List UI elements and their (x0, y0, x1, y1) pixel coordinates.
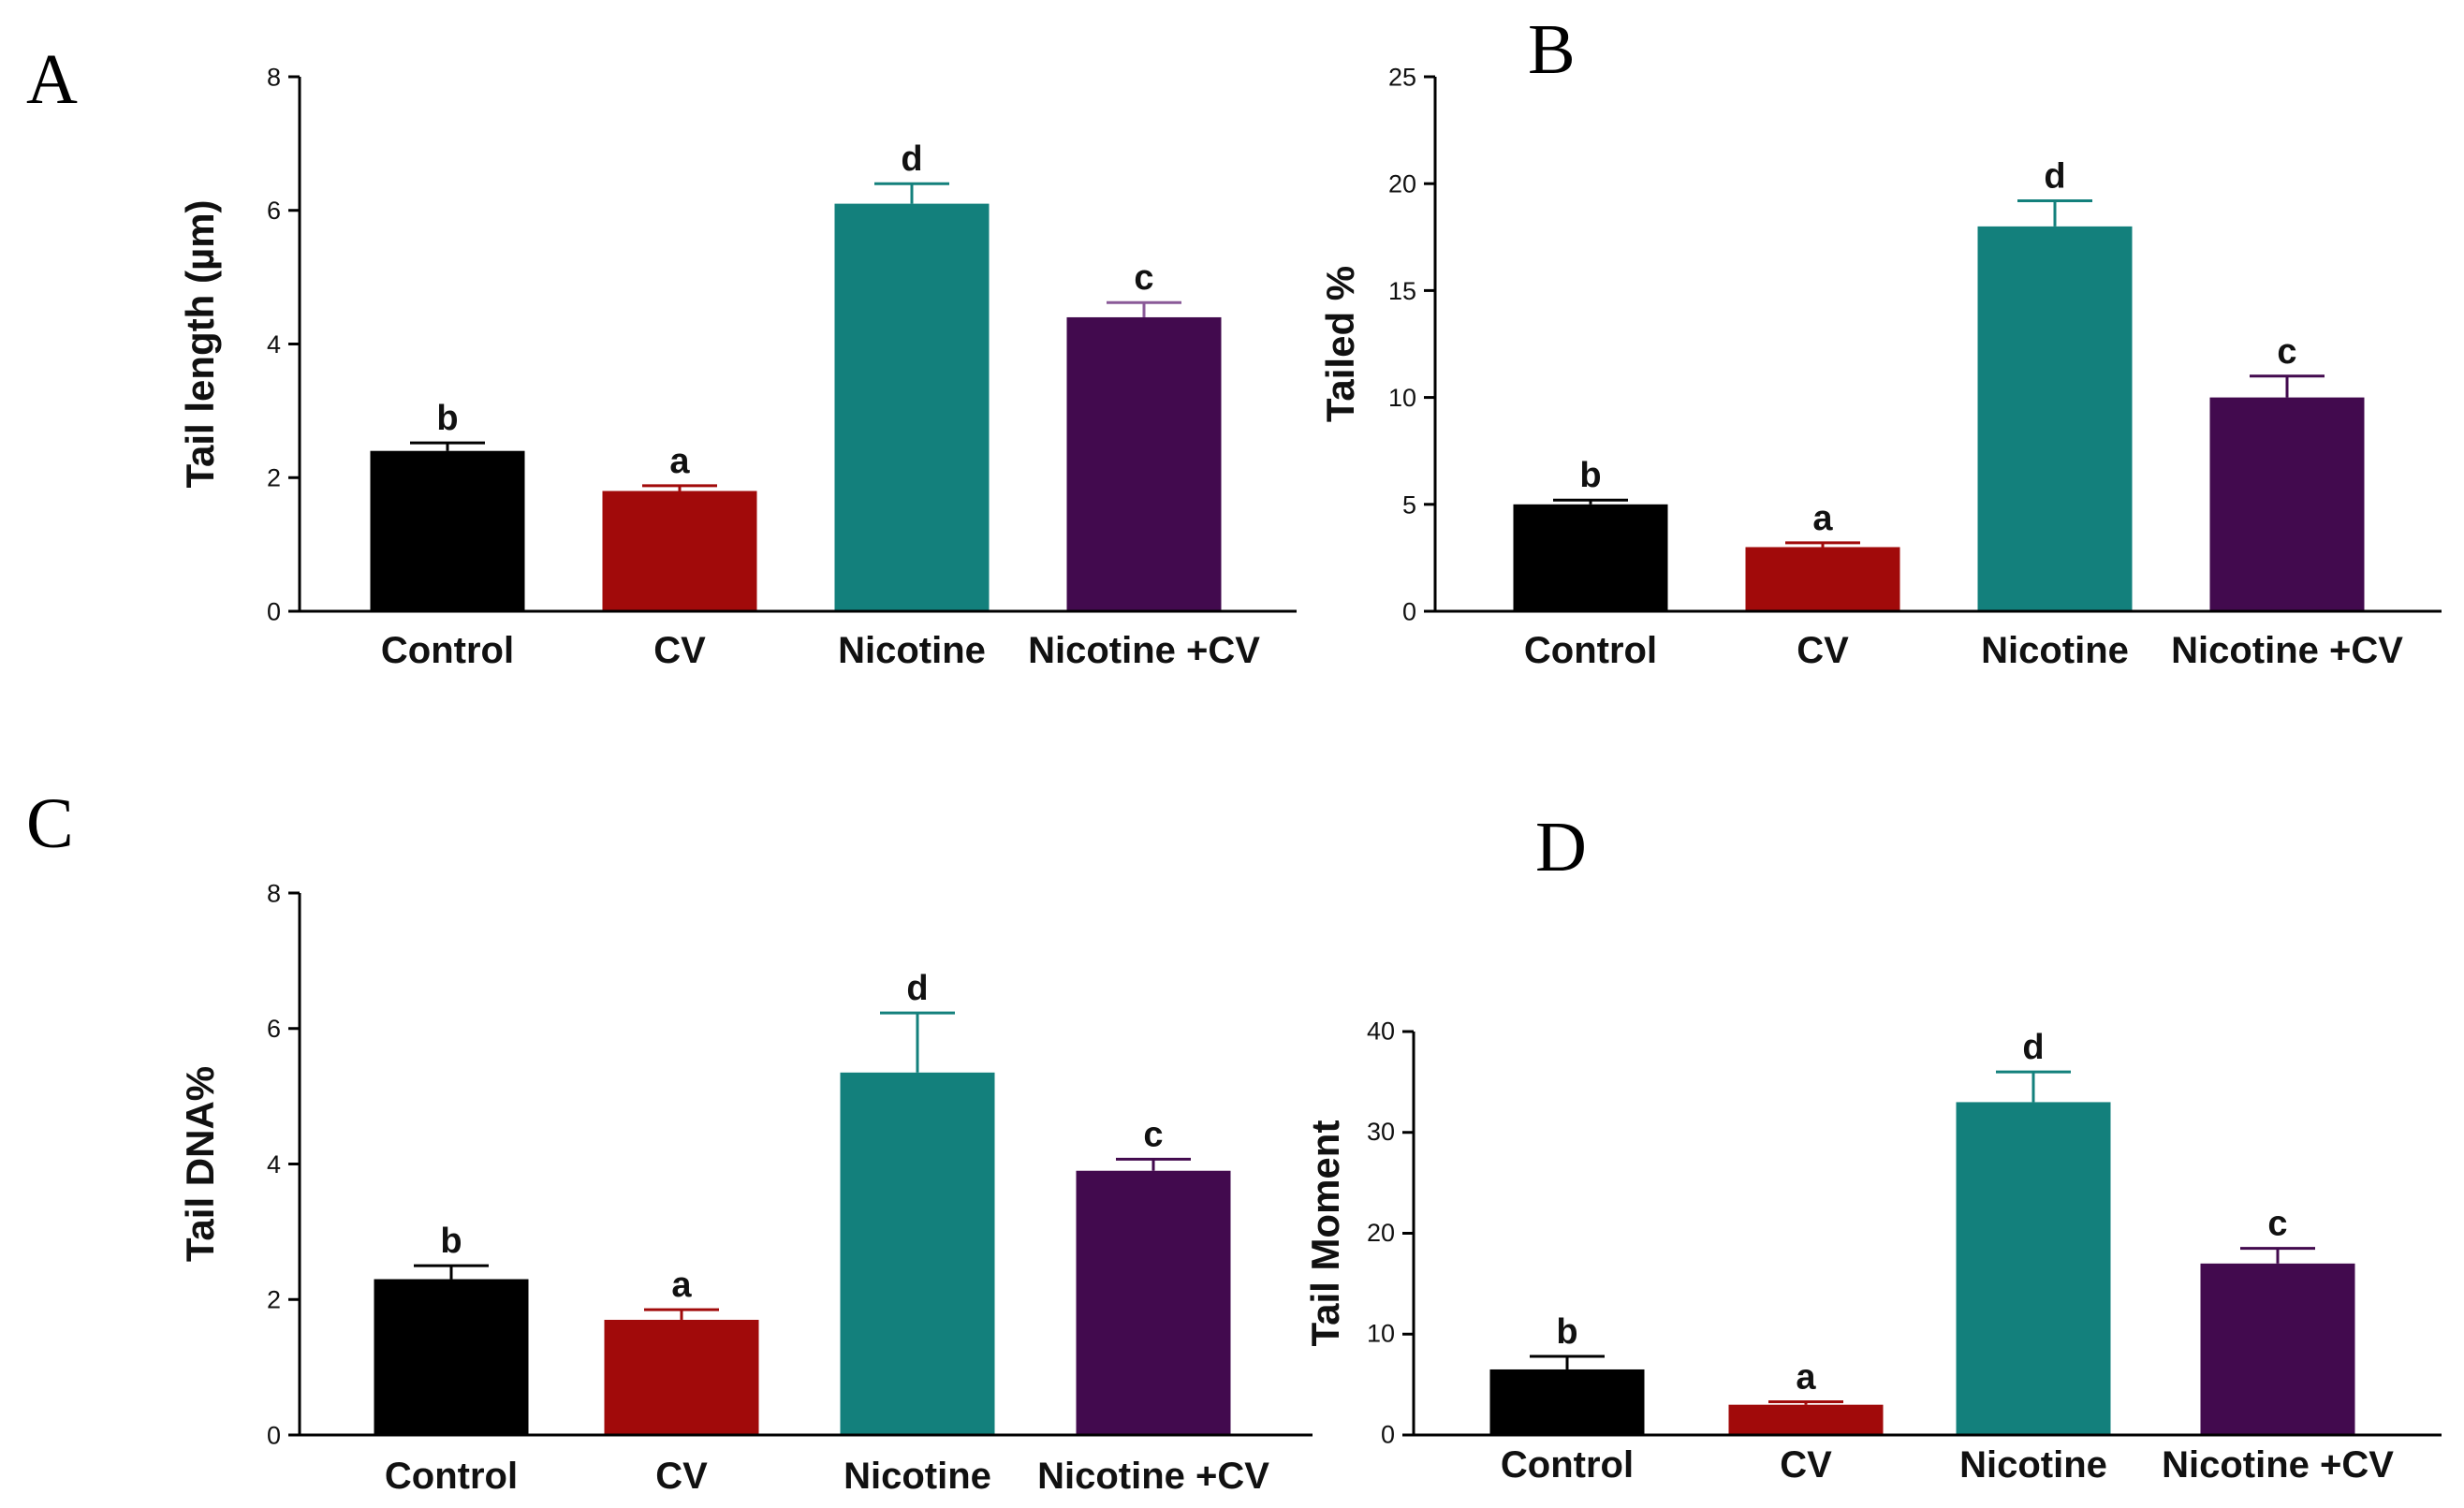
significance-label: a (1812, 499, 1833, 538)
error-bar (880, 1011, 955, 1073)
y-tick-label: 10 (1367, 1320, 1395, 1348)
y-tick-label: 30 (1367, 1118, 1395, 1146)
category-label: Control (1501, 1444, 1634, 1486)
error-bar (414, 1264, 489, 1280)
error-bar (1553, 498, 1628, 505)
panel-letter: D (1535, 808, 1587, 886)
error-bar (1107, 300, 1181, 317)
category-label: Nicotine +CV (1037, 1456, 1269, 1497)
y-tick-label: 40 (1367, 1017, 1395, 1045)
bar (1956, 1102, 2111, 1435)
chart-panel-c: Cb Control a CV d Nicotine c Nicotine +CV 0 2 4 6 8 T… (26, 784, 1313, 1497)
y-axis-title: Tail Moment (1303, 1120, 1347, 1347)
error-bar (644, 1308, 719, 1320)
significance-label: d (2044, 156, 2065, 196)
panel-letter: B (1528, 10, 1576, 89)
category-label: Nicotine (843, 1456, 991, 1497)
y-tick-label: 5 (1402, 490, 1416, 519)
chart-panel-a: Ab Control a CV d Nicotine c Nicotine +CV 0 2 4 6 8 T… (26, 40, 1297, 671)
y-axis-title: Tail DNA% (178, 1066, 222, 1262)
error-bar (2240, 1247, 2315, 1264)
error-bar (2017, 198, 2092, 227)
y-tick-label: 0 (1402, 597, 1416, 625)
error-bar (410, 441, 485, 451)
error-bar (1530, 1354, 1605, 1369)
category-label: CV (653, 630, 706, 671)
bar (2209, 397, 2365, 611)
category-label: Nicotine (838, 630, 986, 671)
y-tick-label: 8 (267, 63, 281, 91)
error-bar (1768, 1399, 1843, 1405)
significance-label: a (671, 1266, 692, 1305)
significance-label: a (669, 442, 690, 481)
y-tick-label: 2 (267, 464, 281, 492)
bar (1745, 547, 1900, 611)
bar (840, 1072, 995, 1435)
y-tick-label: 4 (267, 330, 281, 359)
y-tick-label: 10 (1388, 384, 1416, 412)
chart-panel-b: Bb Control a CV d Nicotine c Nicotine +CV 0 5 10 15… (1318, 10, 2442, 671)
significance-label: c (1134, 258, 1153, 298)
bar (1513, 504, 1668, 611)
panel-letter: C (26, 784, 74, 863)
y-tick-label: 15 (1388, 277, 1416, 305)
significance-label: a (1796, 1357, 1816, 1397)
significance-label: d (2022, 1028, 2044, 1067)
significance-label: c (2277, 332, 2296, 372)
y-tick-label: 6 (267, 197, 281, 225)
y-tick-label: 20 (1388, 170, 1416, 198)
bar (1066, 316, 1222, 611)
error-bar (1996, 1070, 2071, 1103)
bar (834, 203, 990, 612)
error-bar (2250, 374, 2325, 398)
category-label: Control (385, 1456, 518, 1497)
category-label: CV (1780, 1444, 1832, 1486)
significance-label: d (901, 139, 922, 179)
category-label: CV (655, 1456, 708, 1497)
significance-label: c (2267, 1205, 2287, 1244)
bar (1977, 226, 2133, 611)
significance-label: c (1143, 1115, 1163, 1154)
y-tick-label: 4 (267, 1150, 281, 1179)
y-tick-label: 6 (267, 1015, 281, 1043)
error-bar (1785, 541, 1860, 548)
significance-label: b (440, 1222, 462, 1261)
category-label: CV (1797, 630, 1849, 671)
category-label: Control (1524, 630, 1657, 671)
bar (2200, 1263, 2355, 1435)
chart-panel-d: Db Control a CV d Nicotine c Nicotine +CV 0 10 20 3… (1303, 808, 2442, 1486)
significance-label: b (1579, 456, 1601, 495)
significance-label: d (906, 969, 928, 1008)
y-tick-label: 25 (1388, 63, 1416, 91)
error-bar (642, 484, 717, 491)
category-label: Nicotine +CV (2162, 1444, 2394, 1486)
category-label: Nicotine (1981, 630, 2129, 671)
y-tick-label: 2 (267, 1286, 281, 1314)
significance-label: b (1556, 1312, 1577, 1352)
bar (370, 450, 525, 611)
y-tick-label: 20 (1367, 1219, 1395, 1247)
y-tick-label: 8 (267, 879, 281, 907)
error-bar (874, 182, 949, 204)
y-tick-label: 0 (1381, 1420, 1395, 1448)
y-axis-title: Tail length (µm) (178, 199, 222, 488)
error-bar (1116, 1157, 1191, 1171)
bar (604, 1319, 759, 1435)
bar (1728, 1404, 1884, 1435)
y-tick-label: 0 (267, 1421, 281, 1449)
bar (602, 490, 757, 611)
bar (1489, 1369, 1645, 1435)
y-axis-title: Tailed % (1318, 266, 1362, 422)
category-label: Control (381, 630, 514, 671)
y-tick-label: 0 (267, 597, 281, 625)
significance-label: b (436, 399, 458, 438)
category-label: Nicotine +CV (1028, 630, 1260, 671)
category-label: Nicotine +CV (2171, 630, 2403, 671)
category-label: Nicotine (1959, 1444, 2107, 1486)
panel-letter: A (26, 40, 78, 119)
bar (374, 1279, 529, 1435)
bar (1076, 1170, 1231, 1435)
